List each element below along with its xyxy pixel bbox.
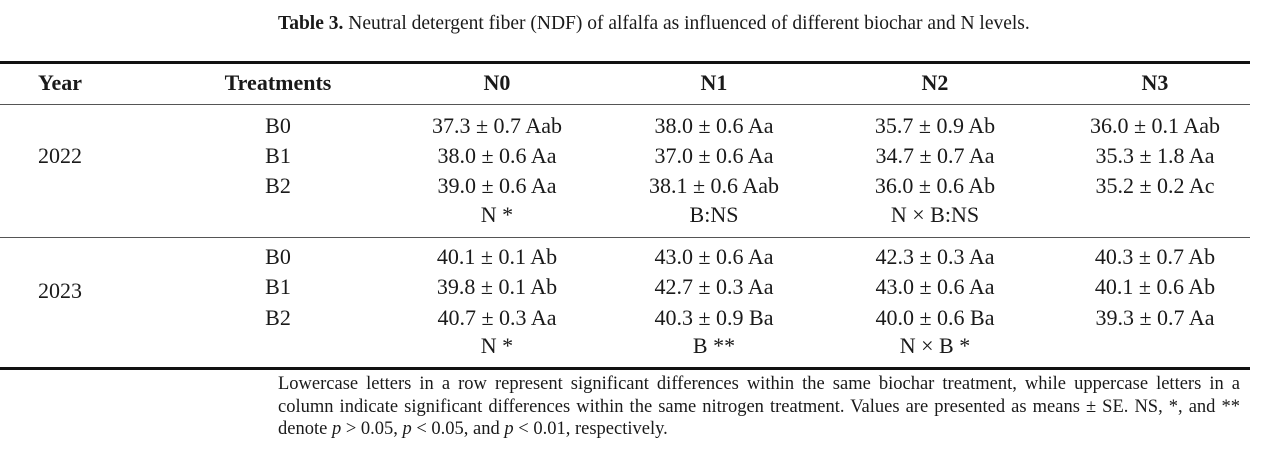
value-cell: 35.2 ± 0.2 Ac [1095, 173, 1215, 198]
value-cell: 42.7 ± 0.3 Aa [654, 274, 774, 299]
top-rule [0, 61, 1250, 64]
value-cell: 34.7 ± 0.7 Aa [875, 143, 995, 168]
bottom-rule [0, 367, 1250, 370]
year-value: 2022 [38, 143, 82, 168]
header-n1: N1 [700, 70, 728, 95]
treatment-cell: B2 [265, 305, 291, 330]
value-cell: 35.7 ± 0.9 Ab [874, 113, 996, 138]
table-row: B0 37.3 ± 0.7 Aab 38.0 ± 0.6 Aa 35.7 ± 0.9 … [0, 111, 1250, 141]
value-cell: 42.3 ± 0.3 Aa [875, 244, 995, 269]
value-cell: 39.0 ± 0.6 Aa [437, 173, 557, 198]
caption-text: Neutral detergent fiber (NDF) of alfalfa… [348, 13, 1030, 34]
table-footnote: Lowercase letters in a row represent sig… [278, 374, 1240, 439]
year-cell: 2023 [0, 276, 1250, 306]
value-cell: 43.0 ± 0.6 Aa [875, 274, 995, 299]
value-cell: 38.0 ± 0.6 Aa [654, 113, 774, 138]
value-cell: 40.3 ± 0.9 Ba [654, 305, 774, 330]
table-row: B0 40.1 ± 0.1 Ab 43.0 ± 0.6 Aa 42.3 ± 0.3 A… [0, 242, 1250, 272]
value-cell: 37.3 ± 0.7 Aab [431, 113, 562, 138]
value-cell: 39.8 ± 0.1 Ab [436, 274, 558, 299]
treatment-cell: B0 [265, 244, 291, 269]
value-cell: 38.0 ± 0.6 Aa [437, 143, 557, 168]
header-n2: N2 [921, 70, 949, 95]
header-n0: N0 [483, 70, 511, 95]
treatment-cell: B0 [265, 113, 291, 138]
table-row: B2 39.0 ± 0.6 Aa 38.1 ± 0.6 Aab 36.0 ± 0.6 … [0, 171, 1250, 201]
header-n3: N3 [1141, 70, 1169, 95]
value-cell: 40.1 ± 0.1 Ab [436, 244, 558, 269]
table-row: B1 39.8 ± 0.1 Ab 42.7 ± 0.3 Aa 43.0 ± 0.6 A… [0, 272, 1250, 302]
year-cell: 2022 [0, 141, 1250, 171]
header-treatments: Treatments [224, 70, 332, 95]
treatment-cell: B1 [265, 274, 291, 299]
treatment-cell: B1 [265, 143, 291, 168]
table-header: Year Treatments N0 N1 N2 N3 [0, 68, 1250, 98]
significance-cell: B ** [692, 333, 736, 358]
significance-cell: N * [480, 202, 514, 227]
table-row: B2 40.7 ± 0.3 Aa 40.3 ± 0.9 Ba 40.0 ± 0.6 B… [0, 303, 1250, 333]
header-year: Year [38, 70, 82, 95]
value-cell: 36.0 ± 0.1 Aab [1089, 113, 1220, 138]
significance-cell: N × B * [899, 333, 971, 358]
value-cell: 40.1 ± 0.6 Ab [1094, 274, 1216, 299]
value-cell: 43.0 ± 0.6 Aa [654, 244, 774, 269]
value-cell: 39.3 ± 0.7 Aa [1095, 305, 1215, 330]
significance-cell: N × B:NS [890, 202, 980, 227]
table-caption: Table 3. Neutral detergent fiber (NDF) o… [278, 13, 1224, 35]
value-cell: 40.3 ± 0.7 Ab [1094, 244, 1216, 269]
value-cell: 40.7 ± 0.3 Aa [437, 305, 557, 330]
value-cell: 36.0 ± 0.6 Ab [874, 173, 996, 198]
header-rule [0, 104, 1250, 105]
value-cell: 37.0 ± 0.6 Aa [654, 143, 774, 168]
significance-cell: B:NS [689, 202, 739, 227]
group-rule [0, 237, 1250, 238]
table-row: B1 38.0 ± 0.6 Aa 37.0 ± 0.6 Aa 34.7 ± 0.7 A… [0, 141, 1250, 171]
significance-row: N * B:NS N × B:NS [0, 200, 1250, 230]
significance-row: N * B ** N × B * [0, 331, 1250, 361]
treatment-cell: B2 [265, 173, 291, 198]
value-cell: 40.0 ± 0.6 Ba [875, 305, 995, 330]
value-cell: 35.3 ± 1.8 Aa [1095, 143, 1215, 168]
value-cell: 38.1 ± 0.6 Aab [648, 173, 779, 198]
caption-label: Table 3. [278, 13, 344, 34]
year-value: 2023 [38, 278, 82, 303]
significance-cell: N * [480, 333, 514, 358]
